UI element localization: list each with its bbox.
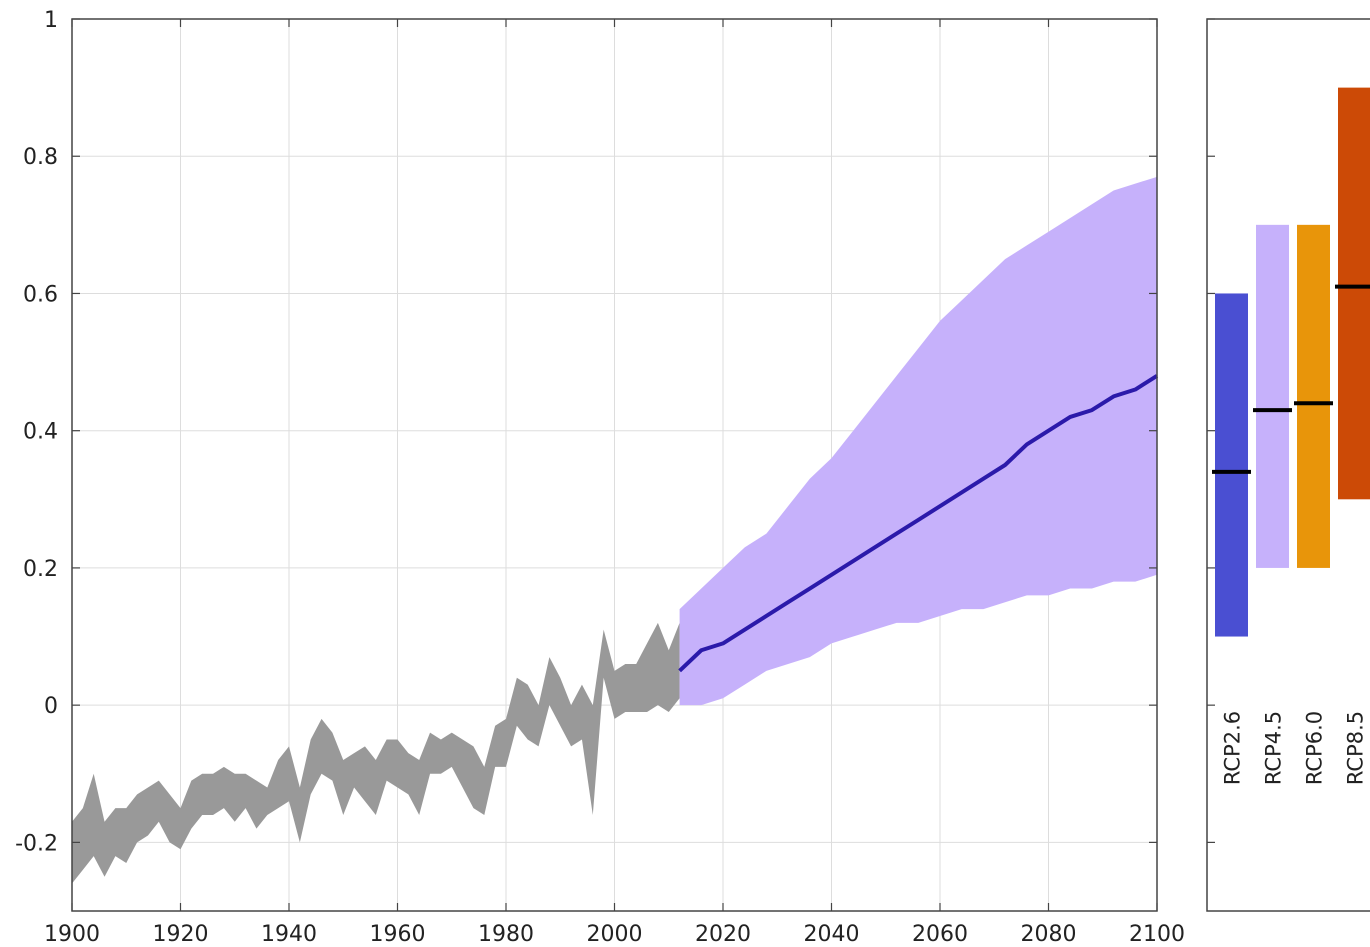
- side-plot-frame: [1206, 18, 1370, 912]
- x-tick-label: 1980: [478, 922, 534, 947]
- y-tick-label: 0.6: [23, 282, 58, 307]
- projection-band: [679, 176, 1157, 706]
- x-tick-label: 2000: [587, 922, 643, 947]
- projection-mean-line: [678, 374, 1159, 673]
- range-bar-rcp8-5: [1338, 87, 1370, 500]
- x-tick-label: 1960: [370, 922, 426, 947]
- main-tick-labels: 1900 1920 1940 1960 1980 2000 2020 2040 2060 2080…: [15, 8, 1185, 947]
- main-ticks: [71, 18, 1158, 911]
- range-bar-rcp4-5: [1256, 224, 1289, 568]
- side-range-bars: [1212, 87, 1370, 637]
- category-label: RCP4.5: [1262, 711, 1286, 785]
- y-tick-label: 0.8: [23, 145, 58, 170]
- x-tick-label: 2100: [1129, 922, 1185, 947]
- x-tick-label: 1920: [153, 922, 209, 947]
- x-tick-label: 1900: [44, 922, 100, 947]
- x-tick-label: 2060: [912, 922, 968, 947]
- historical-band: [72, 622, 680, 884]
- y-tick-label: -0.2: [15, 831, 58, 856]
- x-tick-label: 1940: [261, 922, 317, 947]
- x-tick-label: 2040: [804, 922, 860, 947]
- main-chart-panel: 1900 1920 1940 1960 1980 2000 2020 2040 2060 2080…: [15, 8, 1185, 947]
- category-label: RCP8.5: [1344, 711, 1368, 785]
- side-category-labels: RCP2.6 RCP4.5 RCP6.0 RCP8.5: [1221, 711, 1368, 785]
- main-series-layer: [72, 176, 1159, 884]
- y-tick-label: 0.4: [23, 420, 58, 445]
- y-tick-label: 0.2: [23, 557, 58, 582]
- range-bar-rcp6-0: [1297, 224, 1330, 568]
- category-label: RCP2.6: [1221, 711, 1245, 785]
- scenario-range-panel: RCP2.6 RCP4.5 RCP6.0 RCP8.5: [1206, 18, 1370, 912]
- x-tick-label: 2080: [1021, 922, 1077, 947]
- range-bar-rcp2-6: [1215, 293, 1248, 637]
- x-tick-label: 2020: [695, 922, 751, 947]
- category-label: RCP6.0: [1303, 711, 1327, 785]
- side-ticks: [1207, 18, 1215, 843]
- y-tick-label: 1: [44, 8, 58, 33]
- y-tick-label: 0: [44, 694, 58, 719]
